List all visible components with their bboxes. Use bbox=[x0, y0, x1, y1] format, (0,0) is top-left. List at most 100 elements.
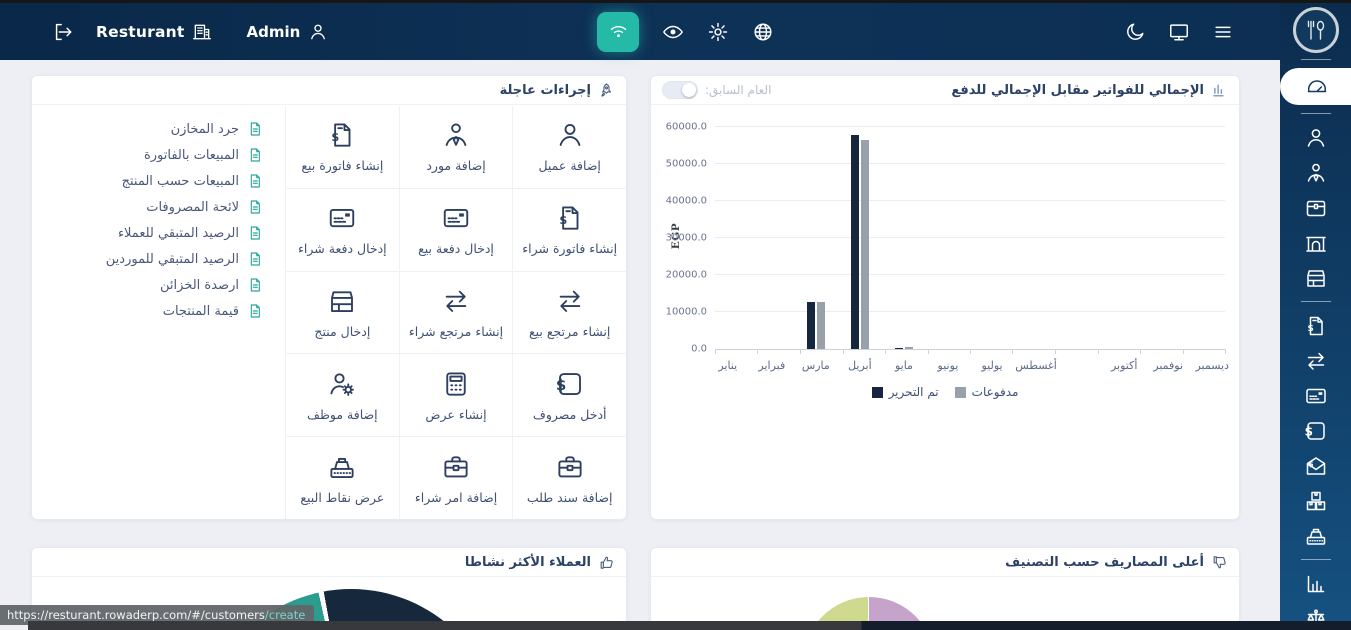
navbar-center-group bbox=[597, 3, 774, 60]
store-front-icon bbox=[1304, 266, 1328, 290]
top-expenses-panel: أعلى المصاريف حسب التصنيف bbox=[650, 547, 1240, 630]
panel-title: العملاء الأكثر نشاطا bbox=[464, 554, 591, 570]
report-link-7[interactable]: قيمة المنتجات bbox=[54, 301, 263, 321]
quick-action-label: إضافة موظف bbox=[307, 406, 378, 422]
report-link-label: الرصيد المتبقي للموردين bbox=[105, 251, 239, 267]
sidebar-item-pos-register[interactable] bbox=[1280, 518, 1351, 553]
sidebar-item-sales-invoice[interactable] bbox=[1280, 308, 1351, 343]
legend-label: تم التحرير bbox=[888, 385, 939, 399]
reports-list: جرد المخازن المبيعات بالفاتورة المبيعات حس… bbox=[32, 106, 285, 519]
y-tick-label: 60000.0 bbox=[665, 121, 707, 133]
quick-action-10[interactable]: إنشاء عرض bbox=[399, 354, 513, 437]
report-link-label: المبيعات بالفاتورة bbox=[143, 147, 239, 163]
previous-year-toggle[interactable] bbox=[662, 81, 698, 99]
navbar-left-group: Resturant Admin bbox=[0, 21, 328, 43]
quick-action-2[interactable]: إنشاء فاتورة بيع bbox=[286, 106, 399, 188]
divider bbox=[1300, 113, 1331, 114]
display-button[interactable] bbox=[1168, 21, 1190, 43]
quick-action-4[interactable]: إدخال دفعة بيع bbox=[399, 188, 513, 271]
sidebar-item-reports-chart[interactable] bbox=[1280, 566, 1351, 601]
legend-item[interactable]: مدفوعات bbox=[954, 385, 1018, 399]
quick-action-label: عرض نقاط البيع bbox=[300, 489, 385, 505]
quick-action-label: إنشاء عرض bbox=[425, 406, 487, 422]
user-name[interactable]: Admin bbox=[246, 22, 301, 41]
x-axis-label: أبريل bbox=[848, 359, 872, 372]
quick-action-5[interactable]: إدخال دفعة شراء bbox=[286, 188, 399, 271]
dark-mode-button[interactable] bbox=[1124, 21, 1146, 43]
gridline bbox=[715, 126, 1225, 127]
connection-status-button[interactable] bbox=[597, 11, 639, 52]
quick-action-13[interactable]: إضافة امر شراء bbox=[399, 437, 513, 519]
window-bottom-edge bbox=[28, 621, 1351, 630]
active-customers-header: العملاء الأكثر نشاطا bbox=[32, 548, 626, 577]
top-navbar: Resturant Admin bbox=[0, 3, 1280, 60]
calculator-icon bbox=[441, 369, 471, 399]
x-axis-label: يوليو bbox=[981, 359, 1003, 372]
sidebar-item-dashboard-gauge[interactable] bbox=[1280, 68, 1351, 105]
quick-action-label: إدخال منتج bbox=[314, 323, 371, 339]
sidebar-item-supplier-person[interactable] bbox=[1280, 155, 1351, 190]
quick-action-label: إضافة مورد bbox=[426, 158, 486, 174]
report-link-6[interactable]: ارصدة الخزائن bbox=[54, 275, 263, 295]
quick-action-9[interactable]: أدخل مصروف bbox=[513, 354, 626, 437]
report-doc-icon bbox=[247, 303, 263, 319]
sidebar-item-customer-person[interactable] bbox=[1280, 120, 1351, 155]
person-gear-icon bbox=[327, 369, 357, 399]
y-tick-label: 10000.0 bbox=[665, 306, 707, 318]
gridline bbox=[715, 237, 1225, 238]
logout-icon bbox=[52, 21, 74, 43]
sidebar-item-expense-dollar[interactable] bbox=[1280, 413, 1351, 448]
quick-action-6[interactable]: إنشاء مرتجع بيع bbox=[513, 271, 626, 354]
quick-action-3[interactable]: إنشاء فاتورة شراء bbox=[513, 188, 626, 271]
sidebar-item-payroll-envelope[interactable] bbox=[1280, 448, 1351, 483]
hamburger-icon bbox=[1212, 21, 1234, 43]
dollar-square-icon bbox=[555, 369, 585, 399]
quick-actions-grid: إضافة عميل إضافة مورد إنشاء فاتورة بيع إنشا… bbox=[285, 106, 626, 519]
x-axis-label: مارس bbox=[801, 359, 830, 372]
report-link-3[interactable]: لائحة المصروفات bbox=[54, 197, 263, 217]
sidebar-item-products-boxes[interactable] bbox=[1280, 483, 1351, 518]
menu-button[interactable] bbox=[1212, 21, 1234, 43]
sidebar-item-warehouse-arch[interactable] bbox=[1280, 225, 1351, 260]
products-boxes-icon bbox=[1304, 489, 1328, 513]
x-axis-label: أغسطس bbox=[1015, 359, 1057, 372]
x-axis-label: مايو bbox=[894, 359, 913, 372]
monitor-icon bbox=[1168, 21, 1190, 43]
quick-action-14[interactable]: عرض نقاط البيع bbox=[286, 437, 399, 519]
gear-icon bbox=[707, 21, 729, 43]
report-link-label: الرصيد المتبقي للعملاء bbox=[117, 225, 239, 241]
bar-مدفوعات-4 bbox=[904, 347, 913, 349]
quick-action-label: إنشاء فاتورة بيع bbox=[301, 158, 384, 174]
settings-button[interactable] bbox=[707, 21, 729, 43]
quick-action-12[interactable]: إضافة سند طلب bbox=[513, 437, 626, 519]
quick-action-1[interactable]: إضافة مورد bbox=[399, 106, 513, 188]
quick-action-11[interactable]: إضافة موظف bbox=[286, 354, 399, 437]
x-tick bbox=[842, 349, 844, 354]
quick-action-8[interactable]: إدخال منتج bbox=[286, 271, 399, 354]
invoice-dollar-icon bbox=[555, 203, 585, 233]
bar-تم التحرير-3 bbox=[850, 135, 859, 349]
sidebar-item-returns-swap[interactable] bbox=[1280, 343, 1351, 378]
bar-مدفوعات-2 bbox=[816, 301, 825, 349]
quick-actions-panel: إجراءات عاجلة إضافة عميل إضافة مورد إنشاء … bbox=[31, 75, 627, 520]
logout-button[interactable] bbox=[52, 21, 74, 43]
quick-action-label: إضافة امر شراء bbox=[414, 489, 498, 505]
quick-action-0[interactable]: إضافة عميل bbox=[513, 106, 626, 188]
sidebar-item-payment-card[interactable] bbox=[1280, 378, 1351, 413]
report-link-5[interactable]: الرصيد المتبقي للموردين bbox=[54, 249, 263, 269]
wifi-icon bbox=[608, 21, 629, 42]
report-link-0[interactable]: جرد المخازن bbox=[54, 119, 263, 139]
legend-item[interactable]: تم التحرير bbox=[871, 385, 939, 399]
warehouse-arch-icon bbox=[1304, 231, 1328, 255]
visibility-button[interactable] bbox=[662, 21, 684, 43]
x-tick bbox=[800, 349, 802, 354]
sidebar-item-cash-drawer[interactable] bbox=[1280, 190, 1351, 225]
sidebar-item-store-front[interactable] bbox=[1280, 260, 1351, 295]
report-link-1[interactable]: المبيعات بالفاتورة bbox=[54, 145, 263, 165]
language-button[interactable] bbox=[752, 21, 774, 43]
report-link-4[interactable]: الرصيد المتبقي للعملاء bbox=[54, 223, 263, 243]
x-tick bbox=[1055, 349, 1057, 354]
report-link-2[interactable]: المبيعات حسب المنتج bbox=[54, 171, 263, 191]
legend-swatch bbox=[954, 386, 966, 398]
quick-action-7[interactable]: إنشاء مرتجع شراء bbox=[399, 271, 513, 354]
